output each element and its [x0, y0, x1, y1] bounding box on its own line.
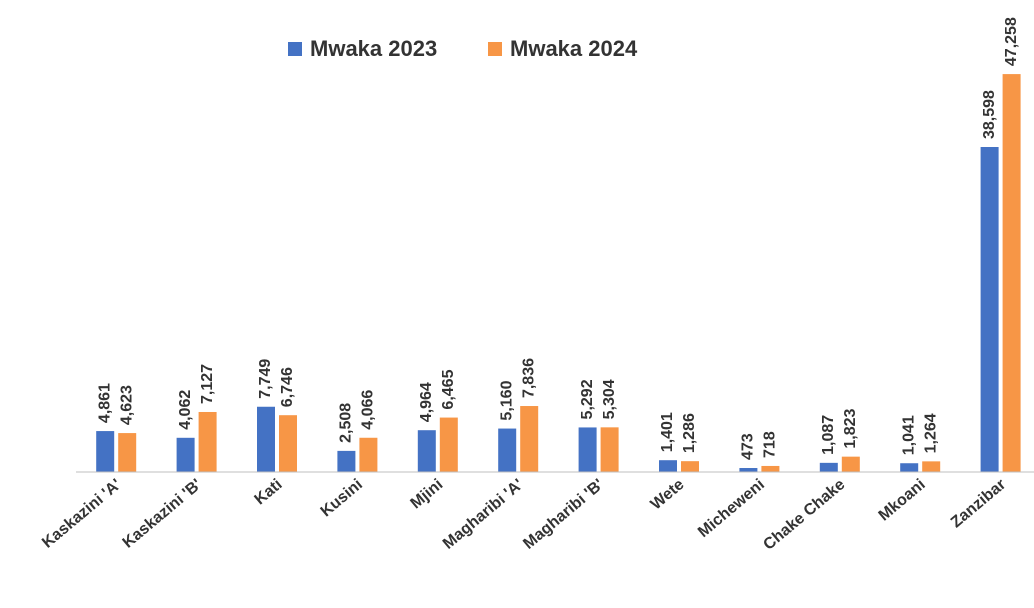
bar	[176, 437, 195, 472]
bar	[257, 406, 275, 472]
value-label: 1,823	[842, 409, 859, 449]
bar	[118, 433, 137, 472]
value-label: 7,749	[257, 359, 274, 399]
bar	[198, 411, 217, 472]
value-label: 1,041	[900, 415, 917, 455]
value-label: 4,062	[177, 390, 194, 430]
value-label: 1,286	[681, 413, 698, 453]
value-label: 5,304	[601, 379, 618, 419]
value-label: 7,836	[520, 358, 537, 398]
bar	[922, 461, 941, 472]
x-tick-label: Zanzibar	[948, 476, 1009, 531]
value-label: 47,258	[1003, 17, 1020, 66]
x-tick-label: Mjini	[408, 476, 447, 512]
value-label: 4,964	[418, 382, 435, 422]
x-tick-label: Wete	[648, 476, 688, 513]
bar	[279, 415, 297, 472]
value-label: 5,292	[579, 379, 596, 419]
x-tick-label: Kaskazini 'B'	[120, 476, 206, 552]
value-label: 1,087	[820, 415, 837, 455]
value-label: 4,066	[360, 390, 377, 430]
bar	[520, 406, 539, 472]
value-label: 6,465	[440, 369, 457, 409]
value-label: 473	[740, 433, 757, 460]
legend-swatch	[488, 42, 502, 56]
bar	[1002, 74, 1021, 472]
x-tick-label: Kaskazini 'A'	[39, 476, 125, 552]
x-tick-label: Chake Chake	[760, 476, 848, 554]
value-label: 5,160	[498, 380, 515, 420]
value-label: 1,401	[659, 412, 676, 452]
x-tick-label: Mkoani	[876, 476, 929, 524]
x-tick-label: Kusini	[318, 476, 366, 520]
bar	[659, 460, 677, 472]
bar	[761, 465, 780, 472]
bar	[739, 468, 758, 472]
value-label: 38,598	[981, 90, 998, 139]
bar	[578, 427, 597, 472]
bar	[498, 428, 517, 472]
value-label: 6,746	[279, 367, 296, 407]
bar	[900, 463, 919, 472]
bar	[980, 147, 999, 473]
bar	[841, 456, 860, 472]
value-label: 718	[762, 431, 779, 458]
value-label: 1,264	[922, 413, 939, 453]
bar	[359, 437, 378, 472]
bar	[337, 450, 356, 472]
x-tick-label: Magharibi 'B'	[520, 476, 607, 553]
legend-label: Mwaka 2023	[310, 36, 437, 61]
bar	[819, 462, 838, 472]
x-tick-label: Kati	[251, 476, 285, 508]
legend-swatch	[288, 42, 302, 56]
value-label: 7,127	[199, 364, 216, 404]
bar	[600, 427, 619, 472]
bar	[96, 431, 115, 472]
x-tick-label: Magharibi 'A'	[440, 476, 527, 553]
legend-label: Mwaka 2024	[510, 36, 638, 61]
bar	[417, 430, 436, 472]
value-label: 2,508	[338, 403, 355, 443]
value-label: 4,861	[96, 383, 113, 423]
value-label: 4,623	[118, 385, 135, 425]
bar	[439, 417, 458, 472]
x-tick-label: Micheweni	[695, 476, 768, 541]
bar	[681, 461, 699, 472]
